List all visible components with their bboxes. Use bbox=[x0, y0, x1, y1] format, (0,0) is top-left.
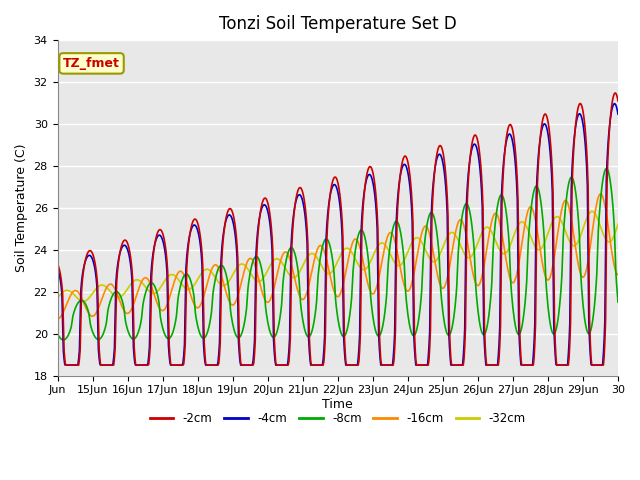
Line: -16cm: -16cm bbox=[58, 194, 618, 319]
-4cm bbox=[63, 362, 71, 368]
-8cm bbox=[457, 220, 465, 226]
-32cm bbox=[131, 277, 139, 283]
-2cm bbox=[527, 362, 535, 368]
Text: TZ_fmet: TZ_fmet bbox=[63, 57, 120, 70]
-32cm bbox=[614, 221, 622, 227]
-4cm bbox=[511, 151, 518, 156]
-4cm bbox=[614, 111, 622, 117]
-8cm bbox=[54, 331, 61, 336]
-8cm bbox=[527, 205, 535, 211]
-16cm bbox=[510, 280, 518, 286]
-4cm bbox=[611, 101, 618, 107]
-8cm bbox=[614, 300, 622, 305]
-2cm bbox=[63, 362, 71, 368]
-32cm bbox=[527, 235, 535, 240]
-32cm bbox=[63, 288, 70, 293]
-8cm bbox=[131, 336, 139, 341]
-4cm bbox=[178, 362, 186, 368]
-4cm bbox=[527, 362, 535, 368]
-8cm bbox=[63, 335, 71, 340]
-8cm bbox=[511, 317, 518, 323]
Line: -4cm: -4cm bbox=[58, 104, 618, 365]
-2cm bbox=[131, 354, 139, 360]
-4cm bbox=[54, 266, 61, 272]
-16cm bbox=[614, 272, 622, 277]
-32cm bbox=[178, 281, 186, 287]
-16cm bbox=[527, 204, 534, 210]
-2cm bbox=[54, 261, 61, 267]
-16cm bbox=[177, 268, 185, 274]
-32cm bbox=[79, 299, 87, 304]
Legend: -2cm, -4cm, -8cm, -16cm, -32cm: -2cm, -4cm, -8cm, -16cm, -32cm bbox=[145, 408, 531, 430]
-16cm bbox=[131, 300, 138, 306]
-32cm bbox=[457, 244, 465, 250]
Y-axis label: Soil Temperature (C): Soil Temperature (C) bbox=[15, 144, 28, 272]
-16cm bbox=[456, 217, 464, 223]
-4cm bbox=[61, 362, 69, 368]
-8cm bbox=[602, 166, 610, 171]
Line: -2cm: -2cm bbox=[58, 93, 618, 365]
-2cm bbox=[178, 362, 186, 368]
-4cm bbox=[457, 362, 465, 368]
-8cm bbox=[178, 279, 186, 285]
-32cm bbox=[588, 208, 596, 214]
-2cm bbox=[614, 98, 622, 104]
Title: Tonzi Soil Temperature Set D: Tonzi Soil Temperature Set D bbox=[219, 15, 456, 33]
-4cm bbox=[131, 360, 139, 366]
-2cm bbox=[457, 362, 465, 368]
-8cm bbox=[60, 337, 67, 343]
-2cm bbox=[511, 138, 518, 144]
-2cm bbox=[61, 362, 69, 368]
-16cm bbox=[596, 191, 604, 197]
X-axis label: Time: Time bbox=[323, 398, 353, 411]
-2cm bbox=[611, 90, 619, 96]
-16cm bbox=[63, 302, 70, 308]
Line: -32cm: -32cm bbox=[58, 211, 618, 301]
-16cm bbox=[54, 316, 61, 322]
-32cm bbox=[54, 295, 61, 301]
Line: -8cm: -8cm bbox=[58, 168, 618, 340]
-32cm bbox=[511, 231, 518, 237]
